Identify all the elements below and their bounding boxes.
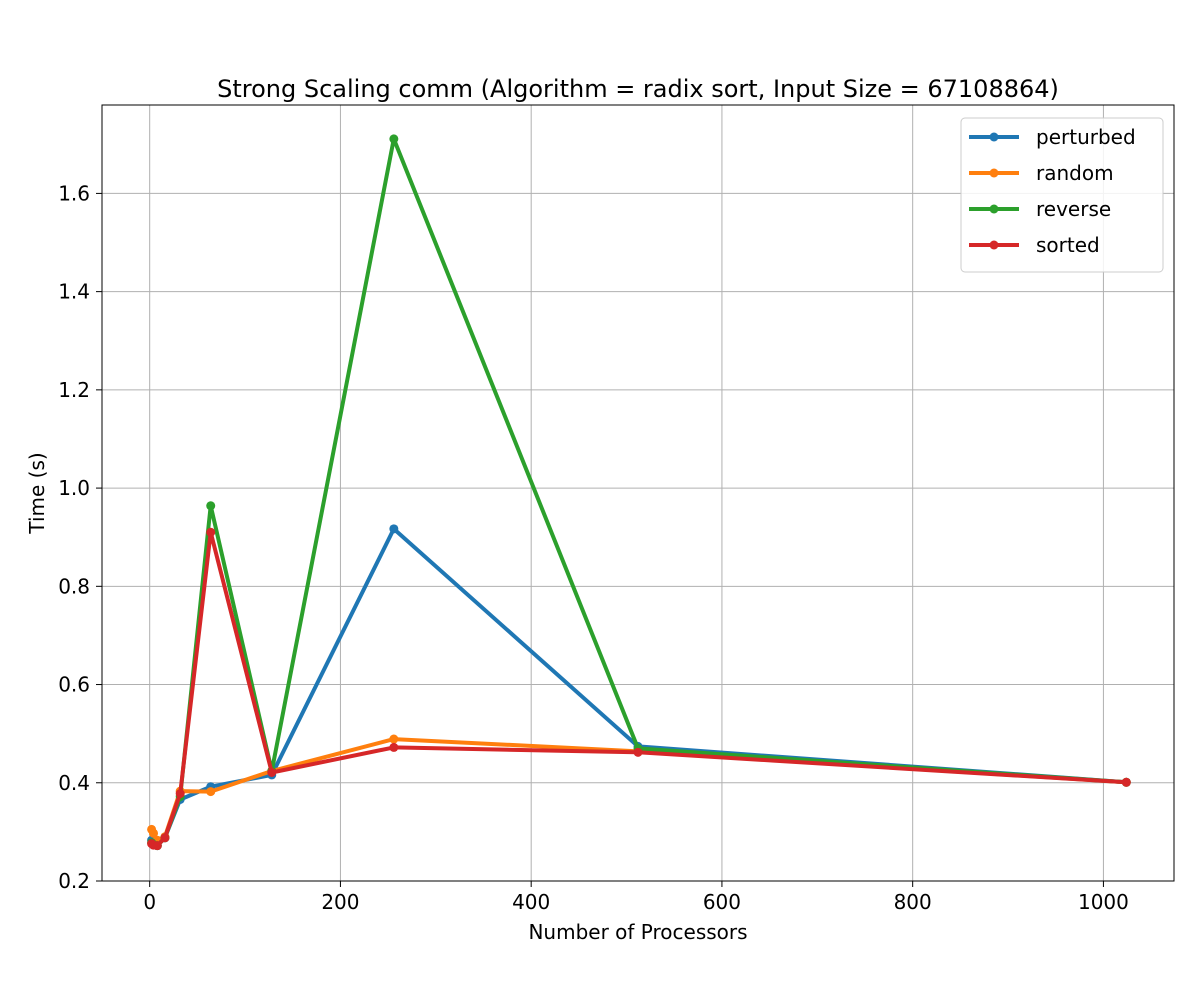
x-tick-label: 1000	[1078, 890, 1129, 914]
y-tick-label: 1.0	[58, 476, 90, 500]
legend-item-sorted: sorted	[969, 233, 1100, 257]
chart-title: Strong Scaling comm (Algorithm = radix s…	[217, 75, 1059, 103]
data-point-random	[389, 734, 399, 744]
data-point-perturbed	[389, 524, 399, 534]
axis-ticks: 0 200 400 600 800 1000 0.2 0.4 0.6 0.8 1.0 1.2 1.4 1.…	[58, 181, 1129, 914]
legend: perturbed random reverse sorted	[960, 117, 1164, 273]
x-tick-label: 200	[321, 890, 359, 914]
x-axis-label: Number of Processors	[528, 920, 747, 944]
x-tick-label: 800	[894, 890, 932, 914]
data-point-sorted	[389, 742, 399, 752]
grid-lines	[102, 105, 1174, 882]
data-point-sorted	[160, 833, 170, 843]
series-lines	[147, 134, 1131, 851]
data-point-sorted	[1121, 777, 1131, 787]
y-tick-label: 1.4	[58, 280, 90, 304]
x-tick-label: 400	[512, 890, 550, 914]
legend-marker	[989, 204, 999, 214]
data-point-sorted	[175, 789, 185, 799]
data-point-sorted	[267, 767, 277, 777]
legend-item-perturbed: perturbed	[969, 125, 1136, 149]
y-tick-label: 1.2	[58, 378, 90, 402]
y-tick-label: 0.2	[58, 869, 90, 893]
data-point-reverse	[206, 501, 216, 511]
legend-label: sorted	[1036, 233, 1100, 257]
legend-marker	[989, 132, 999, 142]
legend-label: perturbed	[1036, 125, 1136, 149]
legend-label: reverse	[1036, 197, 1111, 221]
data-point-random	[206, 787, 216, 797]
plot-area-frame	[101, 104, 1175, 882]
y-axis-label: Time (s)	[25, 452, 49, 534]
data-point-random	[149, 828, 159, 838]
y-tick-label: 0.8	[58, 574, 90, 598]
legend-item-reverse: reverse	[969, 197, 1111, 221]
series-sorted	[147, 527, 1131, 851]
y-tick-label: 1.6	[58, 181, 90, 205]
x-tick-label: 600	[703, 890, 741, 914]
data-point-sorted	[152, 841, 162, 851]
y-tick-label: 0.6	[58, 673, 90, 697]
y-tick-label: 0.4	[58, 771, 90, 795]
legend-marker	[989, 240, 999, 250]
legend-marker	[989, 168, 999, 178]
legend-label: random	[1036, 161, 1114, 185]
data-point-sorted	[633, 747, 643, 757]
data-point-reverse	[389, 134, 399, 144]
x-tick-label: 0	[143, 890, 156, 914]
legend-item-random: random	[969, 161, 1114, 185]
legend-box	[960, 117, 1164, 273]
data-point-sorted	[206, 527, 216, 537]
